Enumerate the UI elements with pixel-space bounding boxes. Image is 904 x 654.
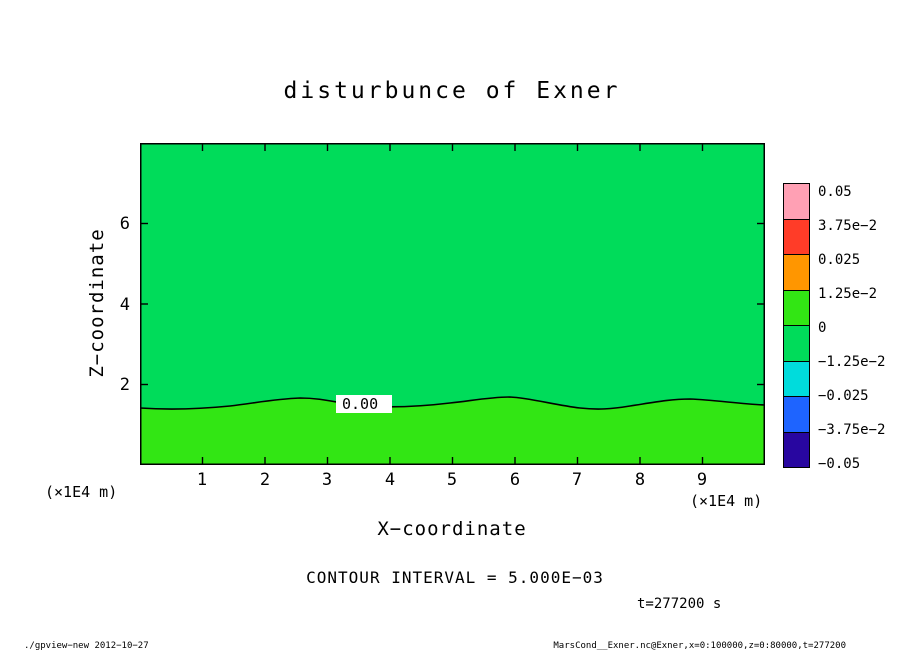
y-tick-label: 2	[119, 375, 130, 395]
colorbar-cell	[784, 219, 809, 255]
colorbar-cell	[784, 432, 809, 467]
y-axis-unit-label: (×1E4 m)	[45, 483, 118, 501]
colorbar-tick-label: 0	[818, 320, 827, 336]
x-tick-label: 3	[321, 470, 333, 490]
x-axis-title: X−coordinate	[377, 518, 527, 540]
colorbar	[783, 183, 810, 468]
colorbar-tick-label: 0.025	[818, 252, 861, 268]
footer-command-date: ./gpview−new 2012−10−27	[24, 641, 149, 651]
x-tick-label: 2	[259, 470, 271, 490]
x-tick-label: 6	[509, 470, 521, 490]
colorbar-cell	[784, 290, 809, 326]
y-axis-title: Z−coordinate	[86, 228, 108, 378]
footer-data-source: MarsCond__Exner.nc@Exner,x=0:100000,z=0:…	[553, 641, 846, 651]
y-tick-label: 6	[119, 214, 130, 234]
lower-field-region	[140, 397, 765, 465]
plot-area: 0.00	[139, 143, 766, 465]
contour-label-backing	[336, 395, 392, 413]
y-tick-label: 4	[119, 295, 130, 315]
colorbar-tick-label: −0.025	[818, 388, 869, 404]
x-tick-label: 8	[634, 470, 646, 490]
colorbar-tick-label: −0.05	[818, 456, 861, 472]
colorbar-cell	[784, 326, 809, 362]
x-tick-label: 4	[384, 470, 396, 490]
colorbar-tick-label: 0.05	[818, 184, 852, 200]
colorbar-cell	[784, 361, 809, 397]
colorbar-tick-label: 3.75e−2	[818, 218, 878, 234]
colorbar-tick-label: 1.25e−2	[818, 286, 878, 302]
time-label: t=277200 s	[637, 596, 722, 612]
x-axis-unit-label: (×1E4 m)	[690, 492, 763, 510]
contour-label: 0.00	[342, 395, 378, 413]
page-title: disturbunce of Exner	[283, 78, 621, 104]
x-tick-label: 1	[196, 470, 208, 490]
x-tick-label: 9	[696, 470, 708, 490]
x-tick-label: 5	[446, 470, 458, 490]
colorbar-cell	[784, 184, 809, 220]
x-tick-label: 7	[571, 470, 583, 490]
contour-plot: 0.00	[139, 143, 766, 465]
colorbar-cell	[784, 397, 809, 433]
contour-interval-note: CONTOUR INTERVAL = 5.000E−03	[306, 568, 604, 587]
colorbar-tick-label: −1.25e−2	[818, 354, 886, 370]
zero-contour-line	[139, 396, 766, 410]
colorbar-tick-label: −3.75e−2	[818, 422, 886, 438]
plot-border	[140, 143, 765, 465]
colorbar-cell	[784, 255, 809, 291]
